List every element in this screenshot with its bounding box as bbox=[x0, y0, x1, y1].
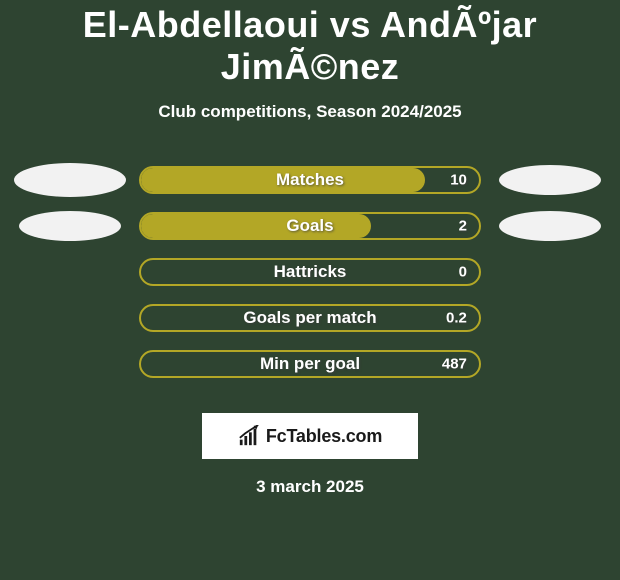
stat-row: Goals per match 0.2 bbox=[0, 295, 620, 341]
stat-row: Goals 2 bbox=[0, 203, 620, 249]
comparison-card: El-Abdellaoui vs AndÃºjar JimÃ©nez Club … bbox=[0, 0, 620, 497]
stat-label: Goals per match bbox=[243, 308, 376, 328]
chart-growth-icon bbox=[238, 425, 260, 447]
right-ellipse-icon bbox=[499, 211, 601, 241]
left-side bbox=[0, 211, 139, 241]
stat-bar: Goals 2 bbox=[139, 212, 481, 240]
stats-rows: Matches 10 Goals 2 bbox=[0, 157, 620, 387]
stat-label: Hattricks bbox=[274, 262, 347, 282]
stat-bar-fill bbox=[141, 214, 371, 238]
stat-value: 487 bbox=[442, 356, 467, 373]
stat-bar: Matches 10 bbox=[139, 166, 481, 194]
right-side bbox=[481, 211, 620, 241]
logo-plate: FcTables.com bbox=[202, 413, 418, 459]
stat-bar: Min per goal 487 bbox=[139, 350, 481, 378]
page-title: El-Abdellaoui vs AndÃºjar JimÃ©nez bbox=[0, 0, 620, 88]
stat-row: Matches 10 bbox=[0, 157, 620, 203]
subtitle: Club competitions, Season 2024/2025 bbox=[0, 102, 620, 122]
right-ellipse-icon bbox=[499, 165, 601, 195]
stat-value: 2 bbox=[459, 218, 467, 235]
stat-label: Matches bbox=[276, 170, 344, 190]
stat-value: 0 bbox=[459, 264, 467, 281]
stat-row: Min per goal 487 bbox=[0, 341, 620, 387]
left-side bbox=[0, 163, 139, 197]
left-ellipse-icon bbox=[19, 211, 121, 241]
stat-bar: Hattricks 0 bbox=[139, 258, 481, 286]
stat-value: 0.2 bbox=[446, 310, 467, 327]
stat-value: 10 bbox=[450, 172, 467, 189]
stat-row: Hattricks 0 bbox=[0, 249, 620, 295]
left-ellipse-icon bbox=[14, 163, 126, 197]
stat-label: Goals bbox=[286, 216, 333, 236]
stat-bar: Goals per match 0.2 bbox=[139, 304, 481, 332]
logo-text: FcTables.com bbox=[266, 426, 382, 447]
date-text: 3 march 2025 bbox=[0, 477, 620, 497]
stat-label: Min per goal bbox=[260, 354, 360, 374]
right-side bbox=[481, 165, 620, 195]
